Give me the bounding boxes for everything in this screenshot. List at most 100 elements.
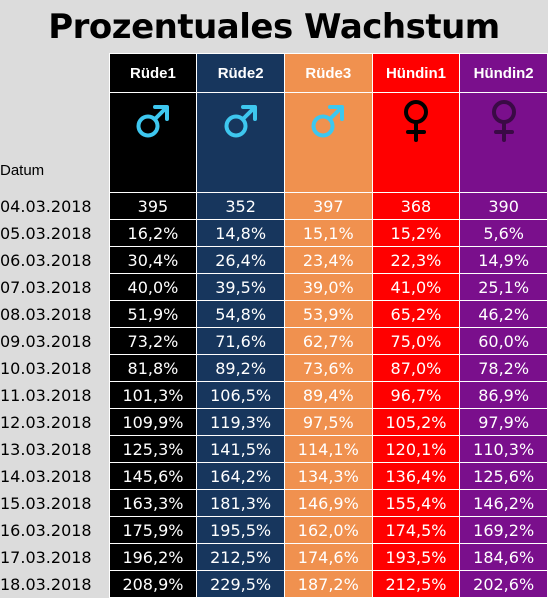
value-cell: 174,6% [283,543,373,571]
value-cell: 155,4% [371,489,461,517]
date-cell: 11.03.2018 [0,385,92,405]
date-cell: 14.03.2018 [0,466,92,486]
value-cell: 174,5% [371,516,461,544]
value-cell: 187,2% [283,570,373,598]
value-cell: 164,2% [196,462,285,490]
date-cell: 04.03.2018 [0,196,92,216]
male-icon [198,101,284,141]
value-cell: 16,2% [108,219,198,247]
value-cell: 14,9% [459,246,548,274]
date-cell: 08.03.2018 [0,304,92,324]
table-row: 07.03.2018 40,0% 39,5% 39,0% 41,0% 25,1% [0,273,548,301]
value-cell: 109,9% [108,408,198,436]
value-cell: 125,6% [459,462,548,490]
value-cell: 97,5% [283,408,373,436]
value-cell: 212,5% [371,570,461,598]
date-cell: 12.03.2018 [0,412,92,432]
table-row: 15.03.2018 163,3% 181,3% 146,9% 155,4% 146,2% [0,489,548,517]
value-cell: 119,3% [196,408,285,436]
value-cell: 397 [283,192,373,220]
value-cell: 26,4% [196,246,285,274]
date-cell: 15.03.2018 [0,493,92,513]
header-row: Rüde1 Rüde2 Rüde3 Hündin1 Hündin2 [0,53,548,93]
value-cell: 22,3% [371,246,461,274]
value-cell: 39,0% [283,273,373,301]
gender-symbol-cell [371,92,461,149]
value-cell: 146,9% [283,489,373,517]
spacer-cell [371,149,461,193]
value-cell: 125,3% [108,435,198,463]
value-cell: 25,1% [459,273,548,301]
corner-cell [0,54,109,93]
column-header: Hündin1 [371,53,461,93]
value-cell: 163,3% [108,489,198,517]
date-cell: 18.03.2018 [0,574,92,594]
page-title: Prozentuales Wachstum [48,7,500,47]
column-header: Hündin2 [459,53,548,93]
value-cell: 46,2% [459,300,548,328]
spacer-cell [283,149,373,193]
value-cell: 73,2% [108,327,198,355]
value-cell: 75,0% [371,327,461,355]
date-cell: 09.03.2018 [0,331,92,351]
date-cell: 17.03.2018 [0,547,92,567]
value-cell: 212,5% [196,543,285,571]
date-cell: 07.03.2018 [0,277,92,297]
male-icon [110,101,196,141]
gender-symbol-cell [459,92,548,149]
value-cell: 141,5% [196,435,285,463]
gender-symbol-cell [108,92,198,149]
value-cell: 60,0% [459,327,548,355]
value-cell: 89,2% [196,354,285,382]
value-cell: 65,2% [371,300,461,328]
date-cell: 05.03.2018 [0,223,92,243]
growth-table: Rüde1 Rüde2 Rüde3 Hündin1 Hündin2 Datum 04.03.… [0,53,548,598]
value-cell: 136,4% [371,462,461,490]
value-cell: 229,5% [196,570,285,598]
spacer-cell [108,149,198,193]
value-cell: 39,5% [196,273,285,301]
value-cell: 15,1% [283,219,373,247]
value-cell: 96,7% [371,381,461,409]
table-row: 06.03.2018 30,4% 26,4% 23,4% 22,3% 14,9% [0,246,548,274]
table-row: 05.03.2018 16,2% 14,8% 15,1% 15,2% 5,6% [0,219,548,247]
value-cell: 134,3% [283,462,373,490]
table-row: 16.03.2018 175,9% 195,5% 162,0% 174,5% 169,2% [0,516,548,544]
value-cell: 368 [371,192,461,220]
symbol-row [0,92,548,150]
value-cell: 97,9% [459,408,548,436]
value-cell: 73,6% [283,354,373,382]
value-cell: 81,8% [108,354,198,382]
value-cell: 87,0% [371,354,461,382]
table-row: 14.03.2018 145,6% 164,2% 134,3% 136,4% 125,6% [0,462,548,490]
male-icon [285,101,371,141]
value-cell: 15,2% [371,219,461,247]
table-row: 10.03.2018 81,8% 89,2% 73,6% 87,0% 78,2% [0,354,548,382]
value-cell: 193,5% [371,543,461,571]
date-cell: 10.03.2018 [0,358,92,378]
value-cell: 101,3% [108,381,198,409]
table-row: 17.03.2018 196,2% 212,5% 174,6% 193,5% 184,6% [0,543,548,571]
value-cell: 202,6% [459,570,548,598]
value-cell: 54,8% [196,300,285,328]
gender-symbol-cell [283,92,373,149]
value-cell: 14,8% [196,219,285,247]
value-cell: 53,9% [283,300,373,328]
value-cell: 352 [196,192,285,220]
value-cell: 195,5% [196,516,285,544]
value-cell: 120,1% [371,435,461,463]
value-cell: 208,9% [108,570,198,598]
table-row: 09.03.2018 73,2% 71,6% 62,7% 75,0% 60,0% [0,327,548,355]
table-row: 12.03.2018 109,9% 119,3% 97,5% 105,2% 97,9% [0,408,548,436]
value-cell: 184,6% [459,543,548,571]
table-row: 08.03.2018 51,9% 54,8% 53,9% 65,2% 46,2% [0,300,548,328]
spacer-cell [196,149,285,193]
female-icon [461,98,547,144]
column-header: Rüde3 [283,53,373,93]
date-cell: 06.03.2018 [0,250,92,270]
blank-cell [0,93,109,150]
value-cell: 30,4% [108,246,198,274]
table-row: 13.03.2018 125,3% 141,5% 114,1% 120,1% 110,3% [0,435,548,463]
value-cell: 40,0% [108,273,198,301]
column-header: Rüde1 [108,53,198,93]
